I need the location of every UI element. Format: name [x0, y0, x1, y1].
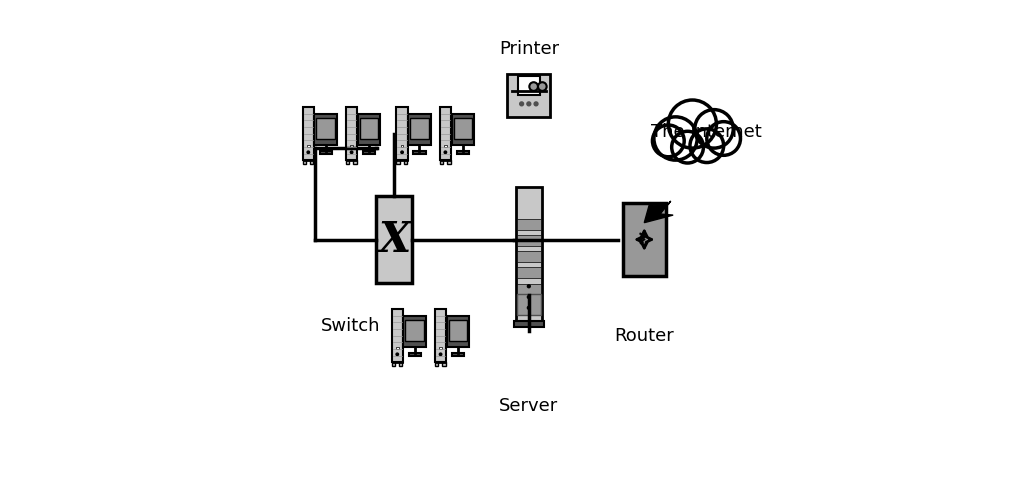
- Circle shape: [707, 122, 740, 156]
- FancyBboxPatch shape: [396, 108, 408, 161]
- Circle shape: [654, 118, 697, 161]
- FancyBboxPatch shape: [447, 161, 451, 164]
- Bar: [307, 145, 309, 148]
- FancyBboxPatch shape: [399, 362, 402, 366]
- FancyBboxPatch shape: [517, 236, 541, 246]
- Circle shape: [672, 132, 703, 164]
- FancyBboxPatch shape: [391, 310, 403, 362]
- FancyBboxPatch shape: [346, 108, 357, 161]
- Bar: [439, 347, 441, 349]
- FancyBboxPatch shape: [435, 362, 438, 366]
- FancyBboxPatch shape: [359, 119, 378, 140]
- FancyBboxPatch shape: [446, 317, 469, 347]
- Circle shape: [529, 83, 538, 92]
- Text: Server: Server: [500, 396, 558, 414]
- FancyBboxPatch shape: [411, 119, 429, 140]
- FancyBboxPatch shape: [457, 151, 469, 155]
- Text: X: X: [378, 219, 411, 261]
- Circle shape: [538, 83, 547, 92]
- Circle shape: [444, 152, 446, 154]
- FancyBboxPatch shape: [391, 362, 395, 366]
- Circle shape: [439, 353, 441, 356]
- Circle shape: [690, 130, 724, 163]
- FancyBboxPatch shape: [454, 119, 472, 140]
- FancyBboxPatch shape: [517, 300, 541, 311]
- FancyBboxPatch shape: [376, 197, 413, 283]
- FancyBboxPatch shape: [403, 317, 426, 347]
- Circle shape: [652, 126, 684, 157]
- Circle shape: [535, 103, 538, 107]
- FancyBboxPatch shape: [517, 295, 541, 315]
- Circle shape: [520, 103, 523, 107]
- Circle shape: [669, 101, 717, 149]
- FancyBboxPatch shape: [442, 362, 445, 366]
- FancyBboxPatch shape: [346, 161, 349, 164]
- Circle shape: [527, 103, 530, 107]
- FancyBboxPatch shape: [316, 119, 335, 140]
- FancyBboxPatch shape: [514, 322, 544, 327]
- FancyBboxPatch shape: [357, 115, 380, 145]
- FancyBboxPatch shape: [449, 321, 467, 341]
- FancyBboxPatch shape: [319, 151, 332, 155]
- FancyBboxPatch shape: [302, 161, 306, 164]
- FancyBboxPatch shape: [439, 161, 443, 164]
- Text: Router: Router: [614, 326, 674, 344]
- Bar: [396, 347, 398, 349]
- FancyBboxPatch shape: [518, 77, 540, 96]
- FancyBboxPatch shape: [516, 187, 542, 322]
- FancyBboxPatch shape: [409, 115, 431, 145]
- FancyBboxPatch shape: [452, 115, 474, 145]
- Text: The Internet: The Internet: [651, 123, 762, 141]
- Circle shape: [527, 307, 530, 310]
- Bar: [400, 145, 403, 148]
- FancyBboxPatch shape: [507, 74, 551, 118]
- FancyBboxPatch shape: [435, 310, 446, 362]
- Polygon shape: [644, 202, 673, 223]
- Circle shape: [350, 152, 353, 154]
- Circle shape: [527, 285, 530, 288]
- Circle shape: [527, 296, 530, 299]
- Text: Switch: Switch: [322, 317, 381, 335]
- FancyBboxPatch shape: [517, 268, 541, 278]
- FancyBboxPatch shape: [314, 115, 337, 145]
- FancyBboxPatch shape: [623, 204, 666, 276]
- FancyBboxPatch shape: [396, 161, 399, 164]
- FancyBboxPatch shape: [362, 151, 375, 155]
- FancyBboxPatch shape: [409, 353, 421, 356]
- FancyBboxPatch shape: [517, 219, 541, 230]
- Bar: [350, 145, 353, 148]
- FancyBboxPatch shape: [406, 321, 424, 341]
- FancyBboxPatch shape: [517, 252, 541, 263]
- Circle shape: [694, 110, 733, 149]
- Circle shape: [396, 353, 398, 356]
- Circle shape: [307, 152, 309, 154]
- FancyBboxPatch shape: [310, 161, 313, 164]
- FancyBboxPatch shape: [517, 284, 541, 295]
- FancyBboxPatch shape: [452, 353, 464, 356]
- FancyBboxPatch shape: [414, 151, 426, 155]
- Circle shape: [400, 152, 403, 154]
- Bar: [444, 145, 446, 148]
- Text: Printer: Printer: [499, 40, 559, 58]
- FancyBboxPatch shape: [439, 108, 452, 161]
- FancyBboxPatch shape: [403, 161, 408, 164]
- FancyBboxPatch shape: [302, 108, 314, 161]
- FancyBboxPatch shape: [353, 161, 356, 164]
